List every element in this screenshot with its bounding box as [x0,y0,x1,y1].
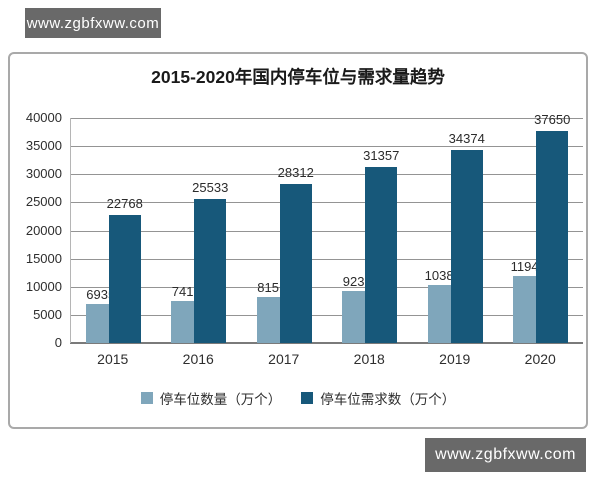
gridline-0 [70,342,583,344]
y-axis-line [70,118,71,343]
chart-legend: 停车位数量（万个） 停车位需求数（万个） [10,388,586,408]
watermark-bottom: www.zgbfxww.com [425,438,586,472]
bar-label-demand: 22768 [106,195,143,211]
chart-frame: 2015-2020年国内停车位与需求量趋势 40000 35000 30000 250… [8,52,588,429]
y-tick-label: 35000 [25,138,62,154]
y-tick-label: 0 [54,335,62,350]
bar-label-demand: 31357 [363,147,400,163]
chart-title: 2015-2020年国内停车位与需求量趋势 [151,67,445,87]
legend-item-0: 停车位数量（万个） [140,388,282,408]
x-tick-label-2019: 2019 [439,351,471,367]
plot-area: 40000 35000 30000 25000 20000 15000 10000 5000 0… [10,54,586,427]
bar-2015-demand [108,214,141,343]
y-tick-label: 40000 [25,110,62,125]
bar-2019-demand [450,149,483,343]
legend-label: 停车位需求数（万个） [320,392,456,407]
bar-label-demand: 25533 [192,180,229,196]
bar-label-quantity: 8151 [257,280,287,296]
gridline-25000 [70,202,583,204]
gridline-30000 [70,174,583,176]
y-tick-label: 25000 [25,194,62,210]
gridline-15000 [70,258,583,260]
bar-label-demand: 28312 [277,164,314,180]
y-tick-label: 20000 [25,222,62,238]
x-tick-label-2020: 2020 [524,351,556,367]
watermark-top-text: www.zgbfxww.com [26,14,160,32]
y-tick-label: 15000 [25,250,62,266]
gridline-20000 [70,230,583,232]
gridline-35000 [70,146,583,148]
bar-label-demand: 34374 [448,130,485,146]
x-tick-label-2018: 2018 [353,351,385,367]
bar-label-demand: 37650 [534,112,571,128]
bar-2017-demand [279,183,312,343]
legend-item-1: 停车位需求数（万个） [301,388,455,408]
y-tick-label: 10000 [25,278,62,294]
y-tick-label: 30000 [25,166,62,182]
x-tick-label-2016: 2016 [182,351,214,367]
bar-label-quantity: 7419 [171,284,201,300]
y-tick-label: 5000 [33,306,62,322]
gridline-40000 [70,118,583,119]
legend-swatch-icon [301,392,314,404]
bar-2018-demand [365,166,398,343]
bar-label-quantity: 9233 [342,274,372,290]
x-tick-label-2017: 2017 [268,351,300,367]
legend-label: 停车位数量（万个） [159,392,282,407]
x-tick-label-2015: 2015 [97,351,129,367]
bar-label-quantity: 6935 [86,286,116,302]
watermark-top: www.zgbfxww.com [25,8,161,38]
gridline-5000 [70,314,583,316]
gridline-10000 [70,286,583,288]
watermark-bottom-text: www.zgbfxww.com [435,446,576,463]
bar-2016-demand [194,199,227,343]
legend-swatch-icon [140,392,153,404]
bar-2020-demand [536,131,569,343]
